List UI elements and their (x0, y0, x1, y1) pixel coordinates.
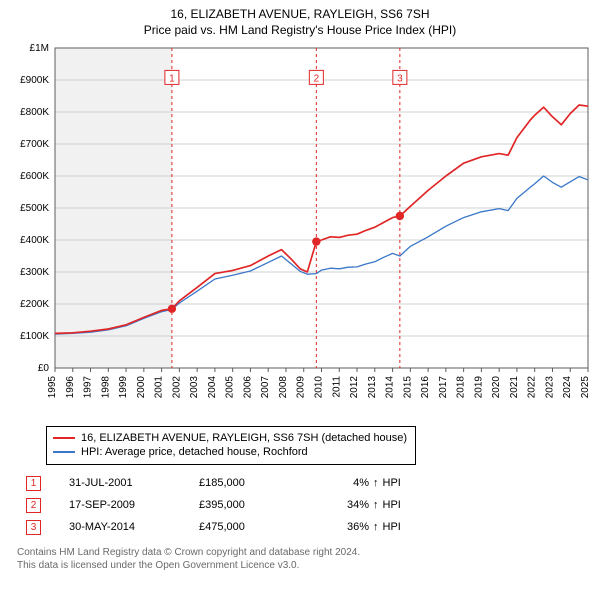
legend-label: HPI: Average price, detached house, Roch… (81, 445, 308, 459)
license-footer: Contains HM Land Registry data © Crown c… (17, 546, 360, 572)
svg-text:1996: 1996 (65, 376, 76, 399)
legend-swatch (53, 437, 75, 439)
svg-text:2016: 2016 (420, 376, 431, 399)
svg-text:2009: 2009 (296, 376, 307, 399)
svg-text:£1M: £1M (30, 43, 49, 54)
svg-text:£100K: £100K (20, 331, 49, 342)
svg-text:2002: 2002 (171, 376, 182, 399)
svg-text:1998: 1998 (100, 376, 111, 399)
sale-price: £395,000 (199, 499, 309, 511)
chart-subtitle: Price paid vs. HM Land Registry's House … (0, 22, 600, 38)
sale-date: 30-MAY-2014 (69, 521, 199, 533)
legend-label: 16, ELIZABETH AVENUE, RAYLEIGH, SS6 7SH … (81, 431, 407, 445)
svg-text:1: 1 (169, 73, 175, 84)
sale-marker-num: 2 (31, 500, 37, 511)
svg-text:2005: 2005 (225, 376, 236, 399)
svg-text:£800K: £800K (20, 107, 49, 118)
svg-text:2024: 2024 (562, 376, 573, 399)
svg-text:£600K: £600K (20, 171, 49, 182)
svg-text:2023: 2023 (544, 376, 555, 399)
svg-text:2012: 2012 (349, 376, 360, 399)
svg-text:2: 2 (314, 73, 320, 84)
svg-text:£0: £0 (38, 363, 50, 374)
svg-text:3: 3 (397, 73, 403, 84)
svg-text:2019: 2019 (473, 376, 484, 399)
svg-text:2010: 2010 (314, 376, 325, 399)
svg-text:£300K: £300K (20, 267, 49, 278)
svg-text:2001: 2001 (154, 376, 165, 399)
svg-text:£900K: £900K (20, 75, 49, 86)
sale-suffix: HPI (383, 477, 401, 489)
legend-row: HPI: Average price, detached house, Roch… (53, 445, 407, 459)
sale-date: 31-JUL-2001 (69, 477, 199, 489)
legend-swatch (53, 451, 75, 453)
svg-text:2000: 2000 (136, 376, 147, 399)
chart-title-block: 16, ELIZABETH AVENUE, RAYLEIGH, SS6 7SH … (0, 0, 600, 38)
svg-text:1995: 1995 (47, 376, 58, 399)
chart-area: £0 £100K £200K £300K £400K £500K £600K £700K £80… (0, 42, 600, 422)
svg-text:2014: 2014 (385, 376, 396, 399)
sale-row: 1 31-JUL-2001 £185,000 4% ↑ HPI (26, 472, 401, 494)
sale-marker-box: 1 (26, 476, 41, 491)
sale-pct: 4% (309, 477, 369, 489)
sale-price: £475,000 (199, 521, 309, 533)
svg-text:2007: 2007 (260, 376, 271, 399)
sale-marker-num: 1 (31, 478, 37, 489)
svg-text:£400K: £400K (20, 235, 49, 246)
sale-row: 3 30-MAY-2014 £475,000 36% ↑ HPI (26, 516, 401, 538)
svg-text:2003: 2003 (189, 376, 200, 399)
svg-text:2006: 2006 (242, 376, 253, 399)
chart-title: 16, ELIZABETH AVENUE, RAYLEIGH, SS6 7SH (0, 6, 600, 22)
sale-marker-box: 2 (26, 498, 41, 513)
svg-text:£500K: £500K (20, 203, 49, 214)
sale-suffix: HPI (383, 521, 401, 533)
sale-pct: 36% (309, 521, 369, 533)
sale-row: 2 17-SEP-2009 £395,000 34% ↑ HPI (26, 494, 401, 516)
svg-text:2011: 2011 (331, 376, 342, 398)
chart-svg: £0 £100K £200K £300K £400K £500K £600K £700K £80… (0, 42, 600, 422)
sale-pct: 34% (309, 499, 369, 511)
footer-line: Contains HM Land Registry data © Crown c… (17, 546, 360, 559)
svg-text:2015: 2015 (402, 376, 413, 399)
svg-text:£700K: £700K (20, 139, 49, 150)
legend-row: 16, ELIZABETH AVENUE, RAYLEIGH, SS6 7SH … (53, 431, 407, 445)
svg-text:2022: 2022 (527, 376, 538, 399)
footer-line: This data is licensed under the Open Gov… (17, 559, 360, 572)
svg-text:2025: 2025 (580, 376, 591, 399)
svg-text:1999: 1999 (118, 376, 129, 399)
up-arrow-icon: ↑ (373, 499, 379, 511)
sale-price: £185,000 (199, 477, 309, 489)
sales-table: 1 31-JUL-2001 £185,000 4% ↑ HPI 2 17-SEP… (26, 472, 401, 538)
up-arrow-icon: ↑ (373, 477, 379, 489)
svg-text:2013: 2013 (367, 376, 378, 399)
sale-date: 17-SEP-2009 (69, 499, 199, 511)
legend: 16, ELIZABETH AVENUE, RAYLEIGH, SS6 7SH … (46, 426, 416, 465)
svg-text:1997: 1997 (83, 376, 94, 399)
sale-suffix: HPI (383, 499, 401, 511)
svg-text:2018: 2018 (456, 376, 467, 399)
sale-marker-box: 3 (26, 520, 41, 535)
sale-marker-num: 3 (31, 522, 37, 533)
up-arrow-icon: ↑ (373, 521, 379, 533)
svg-text:2004: 2004 (207, 376, 218, 399)
svg-text:2017: 2017 (438, 376, 449, 399)
svg-text:£200K: £200K (20, 299, 49, 310)
svg-text:2020: 2020 (491, 376, 502, 399)
svg-text:2008: 2008 (278, 376, 289, 399)
chart-page: { "title_line1": "16, ELIZABETH AVENUE, … (0, 0, 600, 590)
svg-text:2021: 2021 (509, 376, 520, 399)
